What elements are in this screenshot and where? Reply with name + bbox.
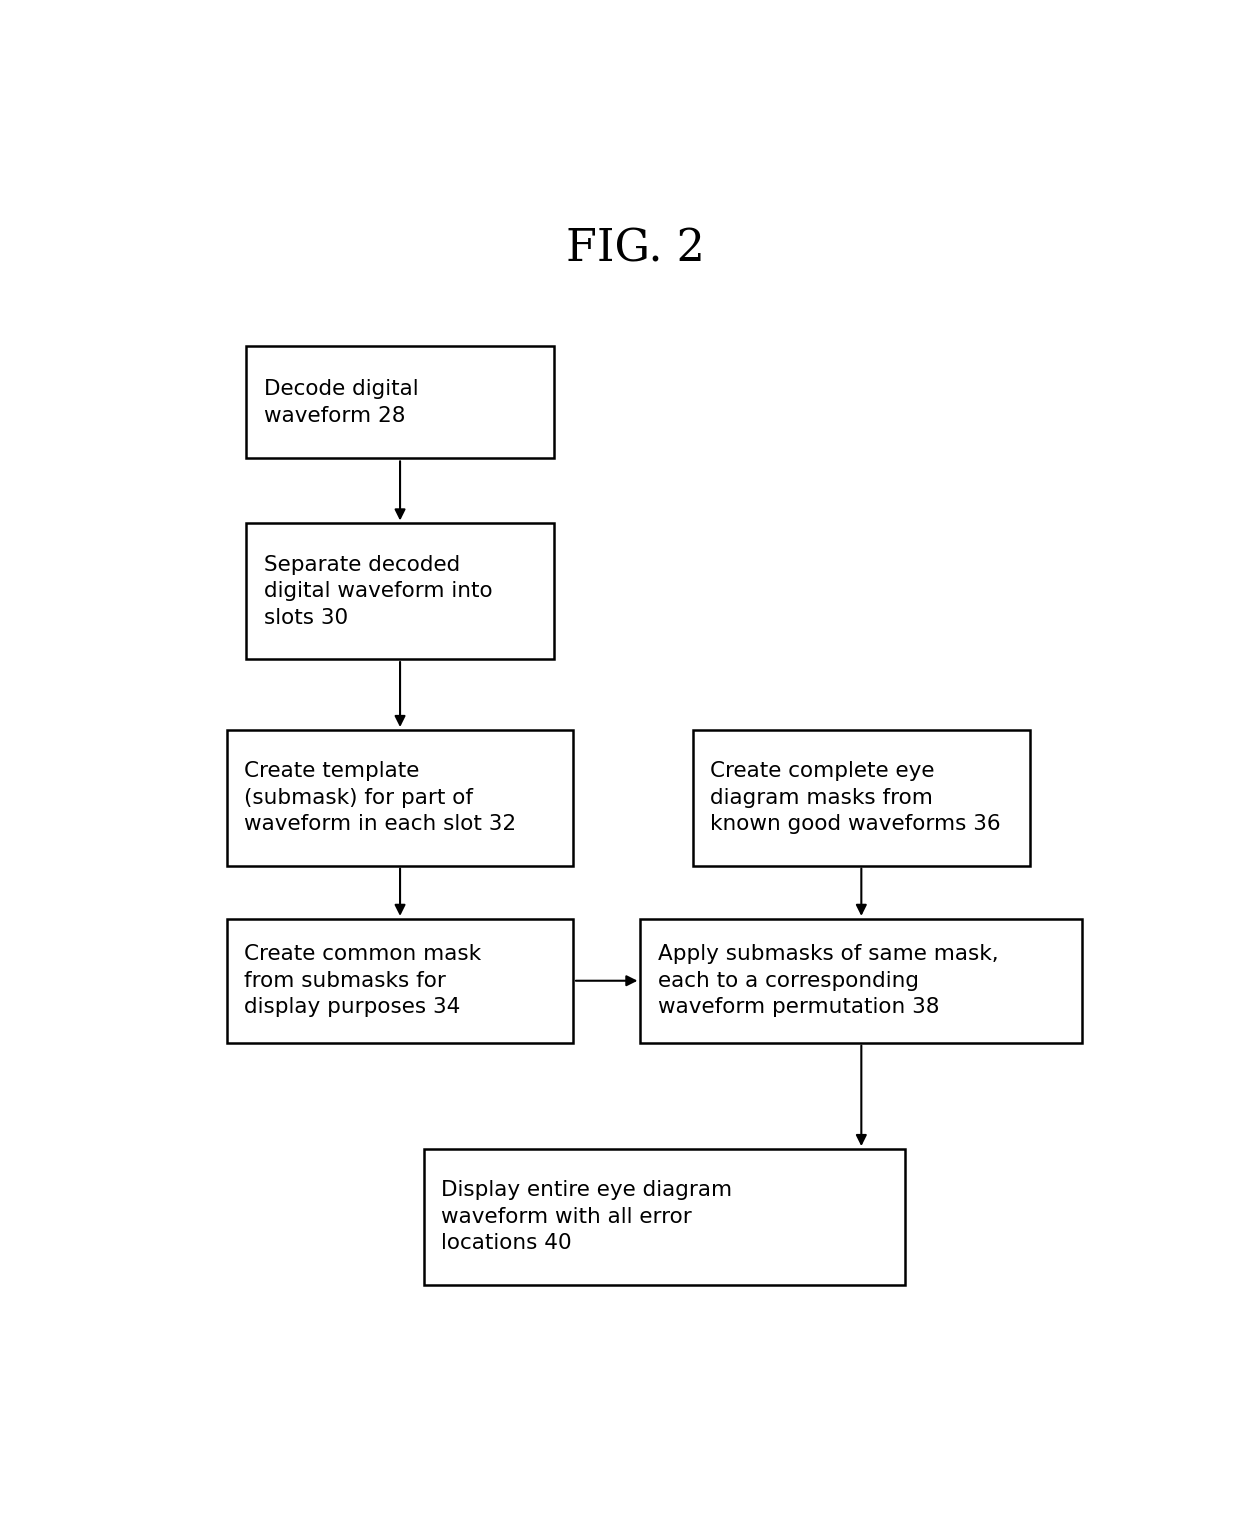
Text: Decode digital
waveform 28: Decode digital waveform 28 bbox=[264, 379, 418, 426]
Text: FIG. 2: FIG. 2 bbox=[567, 227, 704, 270]
Text: Apply submasks of same mask,
each to a corresponding
waveform permutation 38: Apply submasks of same mask, each to a c… bbox=[657, 944, 998, 1016]
FancyBboxPatch shape bbox=[693, 730, 1029, 866]
Text: Create template
(submask) for part of
waveform in each slot 32: Create template (submask) for part of wa… bbox=[244, 762, 517, 834]
FancyBboxPatch shape bbox=[227, 730, 573, 866]
Text: Create common mask
from submasks for
display purposes 34: Create common mask from submasks for dis… bbox=[244, 944, 481, 1016]
Text: Create complete eye
diagram masks from
known good waveforms 36: Create complete eye diagram masks from k… bbox=[711, 762, 1001, 834]
FancyBboxPatch shape bbox=[247, 523, 554, 659]
FancyBboxPatch shape bbox=[227, 918, 573, 1042]
Text: Separate decoded
digital waveform into
slots 30: Separate decoded digital waveform into s… bbox=[264, 555, 492, 627]
FancyBboxPatch shape bbox=[247, 346, 554, 458]
FancyBboxPatch shape bbox=[424, 1148, 905, 1285]
Text: Display entire eye diagram
waveform with all error
locations 40: Display entire eye diagram waveform with… bbox=[441, 1180, 733, 1252]
FancyBboxPatch shape bbox=[640, 918, 1083, 1042]
